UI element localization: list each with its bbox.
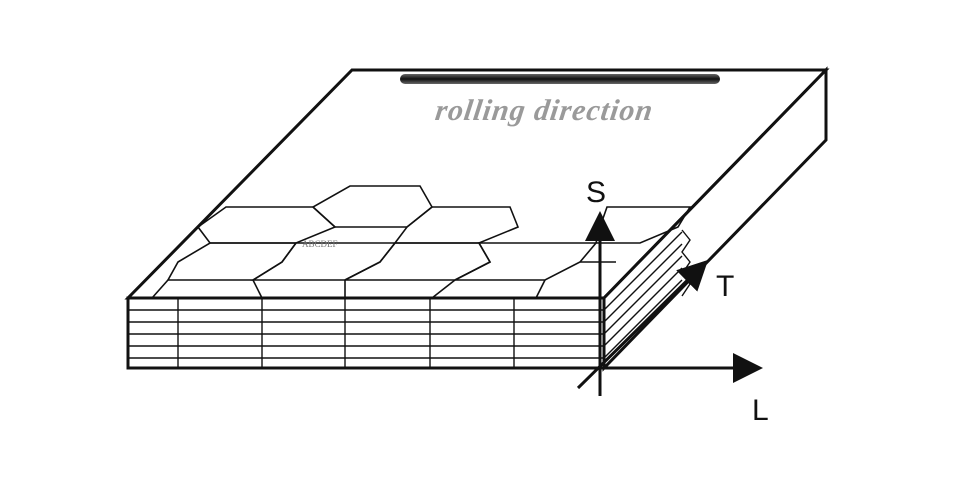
axes — [576, 211, 763, 396]
front-face-layers — [128, 298, 604, 368]
rolling-direction-caption: rolling direction — [400, 74, 720, 127]
slab-side-face — [602, 66, 828, 372]
axis-label-t: T — [716, 270, 734, 303]
faint-grain-label: ABCDEF — [302, 239, 338, 249]
grain-boundary — [431, 279, 456, 299]
rolling-direction-text: rolling direction — [433, 93, 655, 127]
grain-boundary — [252, 279, 263, 299]
grain-hexagons — [151, 185, 692, 299]
axis-label-l: L — [752, 394, 769, 427]
grain-boundary — [535, 279, 546, 299]
axis-label-s: S — [586, 176, 606, 209]
side-face-layers — [603, 229, 691, 359]
rolling-direction-bar — [400, 74, 720, 84]
t-axis — [576, 259, 709, 390]
grain-boundary — [151, 279, 169, 299]
